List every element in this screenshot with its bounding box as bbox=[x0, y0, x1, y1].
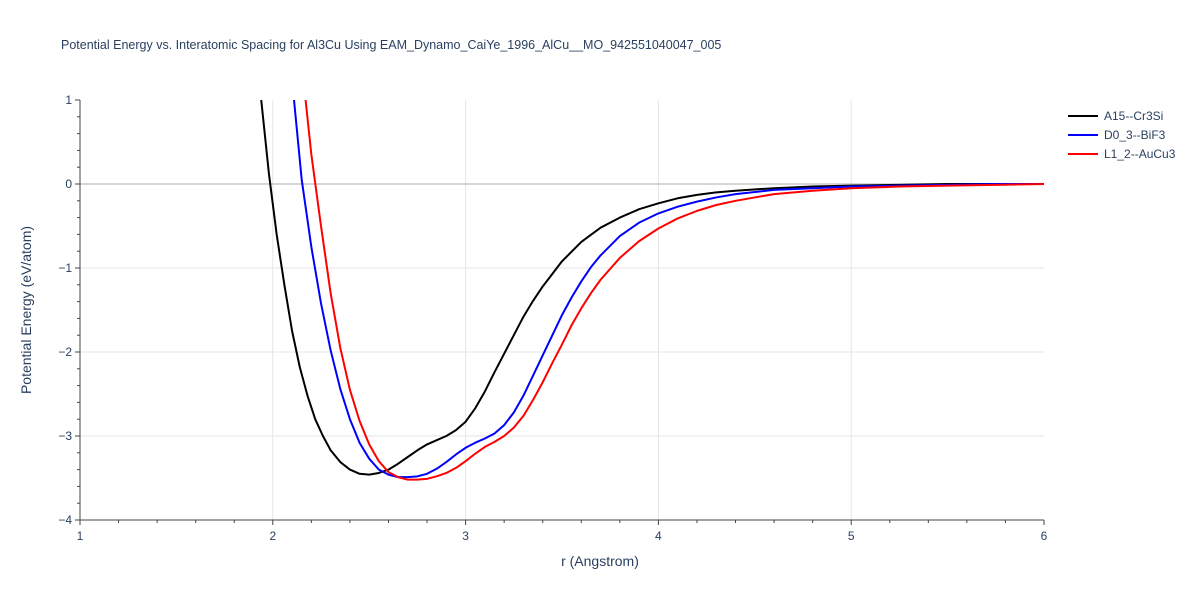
legend-item-0[interactable]: A15--Cr3Si bbox=[1068, 106, 1175, 125]
legend-swatch bbox=[1068, 133, 1098, 136]
series-lines bbox=[260, 100, 1044, 481]
legend-swatch bbox=[1068, 152, 1098, 155]
y-tick-label: −1 bbox=[58, 261, 72, 275]
y-tick: −1 bbox=[58, 261, 80, 275]
series-line-2 bbox=[304, 100, 1044, 481]
x-tick: 1 bbox=[77, 520, 84, 543]
series-line-0 bbox=[260, 100, 1044, 476]
x-axis-title: r (Angstrom) bbox=[561, 553, 639, 569]
legend: A15--Cr3Si D0_3--BiF3 L1_2--AuCu3 bbox=[1068, 106, 1175, 163]
x-tick-label: 3 bbox=[462, 529, 469, 543]
legend-label: D0_3--BiF3 bbox=[1104, 127, 1166, 142]
y-tick-label: 1 bbox=[65, 93, 72, 107]
legend-item-1[interactable]: D0_3--BiF3 bbox=[1068, 125, 1175, 144]
chart-title: Potential Energy vs. Interatomic Spacing… bbox=[61, 38, 722, 52]
y-tick-label: 0 bbox=[65, 177, 72, 191]
x-tick-label: 2 bbox=[269, 529, 276, 543]
x-tick: 5 bbox=[848, 520, 855, 543]
y-tick: −4 bbox=[58, 513, 80, 527]
x-tick: 3 bbox=[462, 520, 469, 543]
legend-label: L1_2--AuCu3 bbox=[1104, 146, 1176, 161]
x-tick: 4 bbox=[655, 520, 662, 543]
legend-label: A15--Cr3Si bbox=[1104, 108, 1164, 123]
legend-item-2[interactable]: L1_2--AuCu3 bbox=[1068, 144, 1175, 163]
legend-swatch bbox=[1068, 114, 1098, 117]
x-tick: 6 bbox=[1041, 520, 1048, 543]
series-line-1 bbox=[293, 100, 1044, 479]
x-tick-label: 4 bbox=[655, 529, 662, 543]
axes bbox=[77, 100, 1044, 523]
y-tick: −2 bbox=[58, 345, 80, 359]
y-tick: 1 bbox=[65, 93, 80, 107]
y-tick-label: −2 bbox=[58, 345, 72, 359]
y-axis-title: Potential Energy (eV/atom) bbox=[18, 225, 34, 395]
y-tick-label: −4 bbox=[58, 513, 72, 527]
tick-labels: 1 2 3 4 5 6 1 0 −1 −2 −3 −4 bbox=[58, 93, 1047, 543]
x-tick: 2 bbox=[269, 520, 276, 543]
grid-lines bbox=[80, 100, 1044, 520]
y-tick: −3 bbox=[58, 429, 80, 443]
x-tick-label: 5 bbox=[848, 529, 855, 543]
x-tick-label: 1 bbox=[77, 529, 84, 543]
y-tick-label: −3 bbox=[58, 429, 72, 443]
x-tick-label: 6 bbox=[1041, 529, 1048, 543]
y-tick: 0 bbox=[65, 177, 80, 191]
